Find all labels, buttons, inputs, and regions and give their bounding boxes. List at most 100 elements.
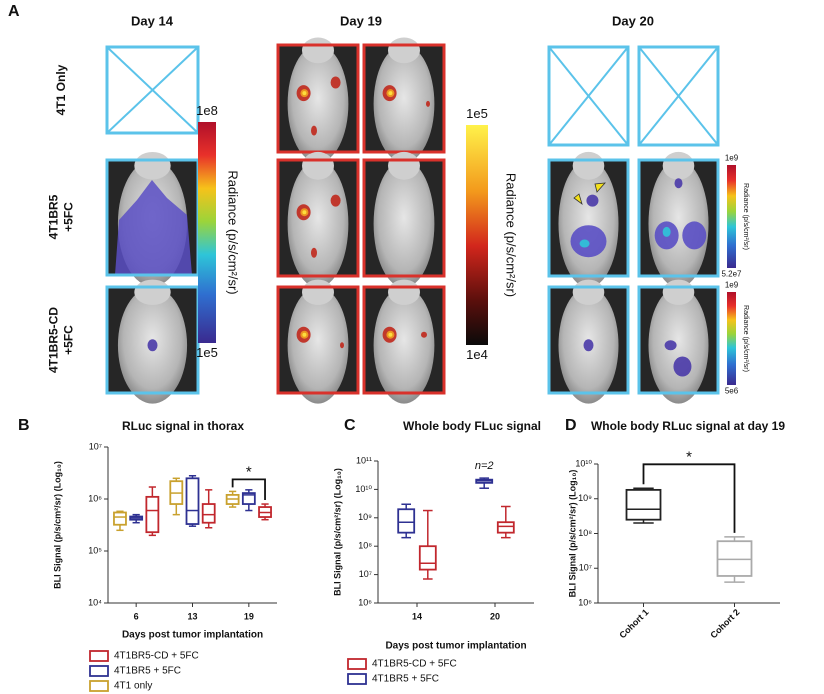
image-cell bbox=[362, 279, 446, 404]
colorbar bbox=[727, 165, 736, 268]
panel-letter: A bbox=[8, 3, 20, 20]
y-tick-label: 10¹⁰ bbox=[355, 484, 372, 494]
image-cell bbox=[362, 151, 446, 288]
y-tick-label: 10⁸ bbox=[578, 528, 592, 538]
y-tick-label: 10⁶ bbox=[88, 493, 102, 503]
mouse-body bbox=[558, 160, 619, 288]
signal-blob bbox=[583, 339, 594, 352]
x-tick-label: Cohort 2 bbox=[708, 607, 741, 640]
legend-swatch bbox=[347, 673, 367, 685]
box bbox=[241, 492, 256, 505]
chart-title: RLuc signal in thorax bbox=[122, 419, 244, 433]
x-tick-label: 19 bbox=[244, 611, 254, 621]
box bbox=[716, 540, 753, 577]
row-label: 4T1 Only bbox=[54, 64, 68, 115]
colorbar-min: 5.2e7 bbox=[721, 270, 742, 279]
signal-blob bbox=[147, 339, 158, 352]
mouse-head bbox=[572, 151, 605, 180]
mouse-head bbox=[662, 279, 695, 306]
colorbar-label: Radiance (p/s/cm²/sr) bbox=[742, 183, 749, 250]
signal-blob bbox=[330, 194, 341, 207]
mouse-head bbox=[302, 37, 334, 64]
image-frame bbox=[276, 285, 360, 395]
x-tick-label: 13 bbox=[187, 611, 197, 621]
colorbar-label: Radiance (p/s/cm²/sr) bbox=[742, 305, 749, 372]
signal-blob bbox=[388, 332, 393, 337]
y-tick-label: 10⁶ bbox=[358, 597, 372, 607]
image-cell bbox=[276, 151, 360, 288]
box bbox=[145, 495, 160, 534]
image-frame bbox=[105, 45, 200, 135]
signal-blob bbox=[579, 239, 590, 248]
image-cell bbox=[105, 45, 200, 135]
signal-blob bbox=[586, 194, 599, 207]
empty-cross bbox=[106, 46, 199, 134]
y-axis-label: BLI Signal (p/s/cm²/sr) (Log₁₀) bbox=[567, 470, 577, 598]
y-tick-label: 10⁷ bbox=[579, 563, 592, 573]
colorbar bbox=[466, 125, 488, 345]
colorbar-max: 1e5 bbox=[466, 106, 488, 121]
image-frame bbox=[547, 285, 630, 395]
y-tick-label: 10⁶ bbox=[578, 597, 592, 607]
signal-region bbox=[115, 180, 192, 275]
image-frame bbox=[362, 158, 446, 278]
arrow bbox=[573, 193, 583, 206]
x-axis-label: Days post tumor implantation bbox=[385, 641, 526, 652]
mouse-head bbox=[302, 151, 334, 180]
box bbox=[625, 488, 662, 521]
image-cell bbox=[276, 37, 360, 163]
mouse-head bbox=[134, 151, 171, 180]
row-label: 4T1BR5-CD bbox=[47, 307, 61, 373]
box bbox=[496, 521, 515, 534]
mouse-body bbox=[287, 287, 349, 404]
signal-blob bbox=[302, 91, 307, 96]
image-cell bbox=[547, 45, 630, 147]
box bbox=[113, 511, 127, 526]
panel-letter: C bbox=[344, 417, 356, 434]
image-frame bbox=[362, 285, 446, 395]
image-frame bbox=[276, 158, 360, 278]
row-label: 4T1BR5 bbox=[47, 194, 61, 239]
mouse-head bbox=[134, 279, 171, 306]
image-cell bbox=[547, 151, 630, 288]
annotation: * bbox=[686, 448, 692, 465]
colorbar bbox=[727, 292, 736, 385]
legend-label: 4T1BR5 + 5FC bbox=[114, 666, 181, 677]
column-header: Day 19 bbox=[340, 13, 382, 28]
mouse-body bbox=[373, 160, 435, 288]
signal-blob bbox=[311, 125, 317, 136]
image-cell bbox=[637, 151, 720, 288]
row-label: +5FC bbox=[62, 202, 76, 232]
y-tick-label: 10⁸ bbox=[358, 541, 372, 551]
signal-blob bbox=[662, 226, 671, 237]
mouse-body bbox=[373, 287, 435, 404]
y-tick-label: 10⁷ bbox=[89, 441, 102, 451]
x-tick-label: Cohort 1 bbox=[617, 607, 650, 640]
arrow bbox=[594, 182, 606, 193]
colorbar-max: 1e8 bbox=[196, 103, 218, 118]
box bbox=[185, 477, 200, 525]
annotation: n=2 bbox=[475, 460, 494, 472]
y-axis-label: BLI Signal (p/s/cm²/sr) (Log₁₀) bbox=[332, 468, 342, 596]
image-cell bbox=[637, 45, 720, 147]
panel-letter: D bbox=[565, 417, 577, 434]
signal-blob bbox=[426, 100, 430, 107]
panel-letter: B bbox=[18, 417, 30, 434]
y-tick-label: 10⁵ bbox=[88, 545, 102, 555]
image-cell bbox=[547, 279, 630, 404]
image-frame bbox=[637, 285, 720, 395]
annotation: * bbox=[246, 463, 252, 480]
mouse-head bbox=[388, 151, 420, 180]
mouse-head bbox=[572, 279, 605, 306]
legend-swatch bbox=[89, 650, 109, 662]
colorbar-min: 1e5 bbox=[196, 345, 218, 360]
signal-blob bbox=[302, 332, 307, 337]
signal-blob bbox=[340, 342, 344, 349]
significance-bracket bbox=[231, 478, 266, 501]
mouse-head bbox=[302, 279, 334, 306]
box bbox=[418, 545, 437, 571]
mouse-body bbox=[373, 45, 435, 163]
image-cell bbox=[637, 279, 720, 404]
colorbar-label: Radiance (p/s/cm²/sr) bbox=[226, 170, 241, 294]
